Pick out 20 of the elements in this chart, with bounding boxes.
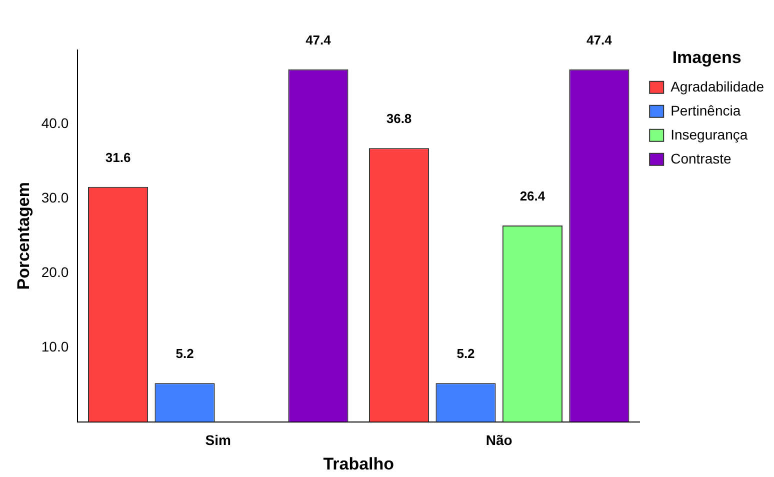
x-axis-title: Trabalho [323,454,394,474]
data-label: 31.6 [105,150,131,165]
legend-label: Insegurança [670,126,748,142]
data-label: 5.2 [456,346,475,362]
y-tick-label: 20.0 [41,264,69,280]
x-tick-label: Não [486,432,512,448]
legend-label: Contraste [670,150,732,166]
data-label: 5.2 [176,346,194,362]
x-tick-label: Sim [205,432,231,448]
data-label: 26.4 [520,188,546,204]
data-label: 36.8 [386,111,412,126]
y-tick-label: 30.0 [41,190,69,206]
legend-title: Imagens [672,48,742,68]
y-axis-title: Porcentagem [14,182,33,290]
y-tick-label: 10.0 [41,338,69,354]
y-tick-label: 40.0 [41,115,69,132]
legend-label: Agradabilidade [670,78,764,94]
legend-label: Pertinência [670,102,741,118]
data-label: 47.4 [586,32,613,48]
data-label: 47.4 [306,32,332,48]
